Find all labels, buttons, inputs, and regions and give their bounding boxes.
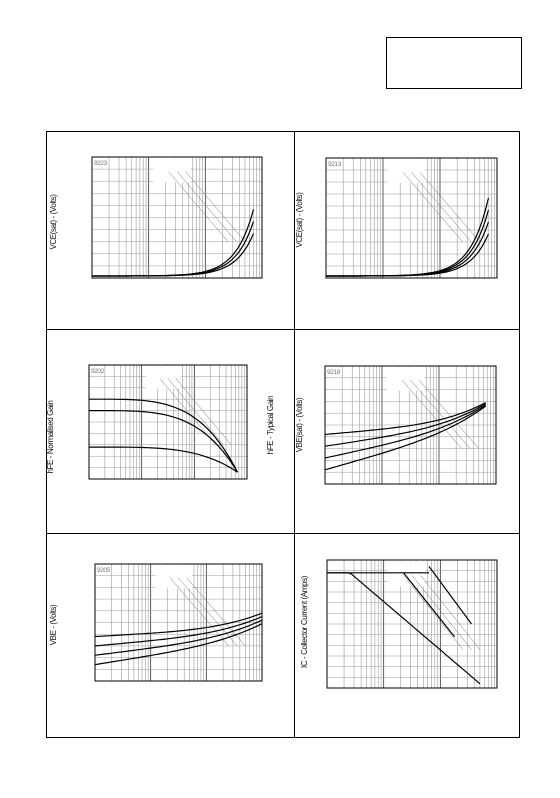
curve xyxy=(92,209,255,277)
leader-line xyxy=(175,378,232,445)
graph-code: 9202 xyxy=(91,368,105,375)
graph xyxy=(326,559,498,689)
side-label: hFE - Typical Gain xyxy=(266,396,275,454)
leader-line xyxy=(178,577,238,647)
graph-code: 9205 xyxy=(97,567,111,574)
legend-box xyxy=(388,561,426,587)
leader-line xyxy=(401,379,462,449)
curve xyxy=(428,566,472,625)
y-axis-label: VBE - (Volts) xyxy=(49,604,58,645)
y-axis-label: hFE - Normalised Gain xyxy=(46,401,55,474)
curve xyxy=(326,197,490,277)
graph: 9213 xyxy=(325,157,498,279)
y-axis-label: VBE(sat) - (Volts) xyxy=(295,397,304,452)
graph-border xyxy=(325,157,498,279)
leader-line xyxy=(420,575,481,650)
legend-box xyxy=(145,366,181,389)
graph-border xyxy=(324,365,497,485)
graph: 9218 xyxy=(324,365,497,485)
leader-line xyxy=(403,575,464,650)
graph-border xyxy=(94,563,263,682)
title-box xyxy=(386,37,522,89)
leader-line xyxy=(411,575,472,650)
leader-line xyxy=(185,171,246,242)
curve xyxy=(324,403,486,447)
graph: 9205 xyxy=(94,563,263,682)
curve xyxy=(89,446,238,473)
curve xyxy=(94,612,263,638)
graph-border xyxy=(88,364,248,480)
curve xyxy=(324,405,487,471)
curve xyxy=(94,623,263,666)
legend-box xyxy=(155,565,192,589)
graph-code: 9223 xyxy=(94,160,108,167)
leader-line xyxy=(169,577,229,647)
curve xyxy=(94,619,263,656)
leader-line xyxy=(176,171,237,242)
y-axis-label: VCE(sat) - (Volts) xyxy=(295,192,304,248)
legend-box xyxy=(153,158,191,183)
graph: 9223 xyxy=(91,156,263,279)
curve xyxy=(89,410,239,473)
legend-box xyxy=(386,367,425,391)
graph-border xyxy=(91,156,263,279)
leader-line xyxy=(402,172,463,243)
legend-box xyxy=(387,159,426,183)
leader-line xyxy=(419,172,481,243)
curve xyxy=(327,572,481,685)
leader-line xyxy=(410,379,471,449)
y-axis-label: IC - Collector Current (Amps) xyxy=(300,575,309,668)
graph-border xyxy=(326,559,498,689)
curve xyxy=(92,233,255,277)
curve xyxy=(94,616,263,647)
leader-line xyxy=(411,172,472,243)
graph-frame xyxy=(46,131,520,738)
graph: 9202 xyxy=(88,364,248,480)
graph-code: 9218 xyxy=(327,369,341,376)
leader-line xyxy=(418,379,480,449)
curve xyxy=(403,572,455,638)
graph-code: 9213 xyxy=(328,161,342,168)
leader-line xyxy=(168,171,229,242)
curve xyxy=(89,398,239,473)
curve xyxy=(324,402,486,435)
y-axis-label: VCE(sat) - (Volts) xyxy=(49,194,58,250)
curve xyxy=(324,404,487,459)
leader-line xyxy=(167,378,224,445)
